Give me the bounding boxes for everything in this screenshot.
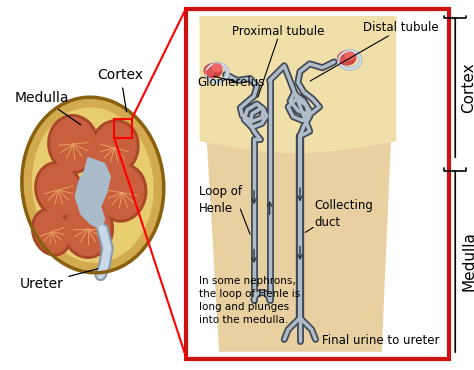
Ellipse shape: [38, 165, 80, 215]
Text: Cortex: Cortex: [461, 62, 474, 113]
Ellipse shape: [32, 208, 72, 256]
Text: Final urine to ureter: Final urine to ureter: [322, 334, 439, 347]
Text: In some nephrons,
the loop of Henle is
long and plunges
into the medulla.: In some nephrons, the loop of Henle is l…: [199, 276, 301, 326]
Text: Distal tubule: Distal tubule: [363, 21, 438, 34]
Ellipse shape: [340, 58, 348, 64]
Text: Ureter: Ureter: [19, 269, 98, 290]
Ellipse shape: [212, 64, 222, 72]
Text: Medulla: Medulla: [461, 232, 474, 292]
Text: Proximal tubule: Proximal tubule: [232, 25, 325, 38]
Ellipse shape: [35, 211, 69, 253]
Ellipse shape: [51, 118, 96, 170]
Ellipse shape: [92, 123, 136, 173]
Ellipse shape: [48, 115, 99, 173]
Bar: [186, 9, 449, 359]
Text: Loop of
Henle: Loop of Henle: [199, 185, 242, 215]
Ellipse shape: [100, 166, 144, 219]
Ellipse shape: [24, 99, 162, 271]
Polygon shape: [75, 158, 110, 229]
Text: Glomerelus: Glomerelus: [197, 76, 264, 89]
Ellipse shape: [204, 64, 222, 78]
Ellipse shape: [65, 203, 110, 255]
Polygon shape: [201, 17, 396, 152]
Ellipse shape: [22, 97, 164, 273]
Bar: [114, 118, 132, 138]
Ellipse shape: [63, 200, 113, 258]
Ellipse shape: [338, 51, 356, 65]
Ellipse shape: [345, 52, 355, 60]
Text: Collecting
duct: Collecting duct: [315, 199, 374, 229]
Text: Cortex: Cortex: [98, 68, 144, 112]
Ellipse shape: [206, 70, 214, 75]
Text: Medulla: Medulla: [15, 91, 81, 125]
Polygon shape: [201, 17, 396, 351]
Ellipse shape: [90, 120, 139, 176]
Ellipse shape: [98, 164, 146, 222]
Ellipse shape: [35, 162, 82, 218]
Ellipse shape: [33, 108, 153, 262]
